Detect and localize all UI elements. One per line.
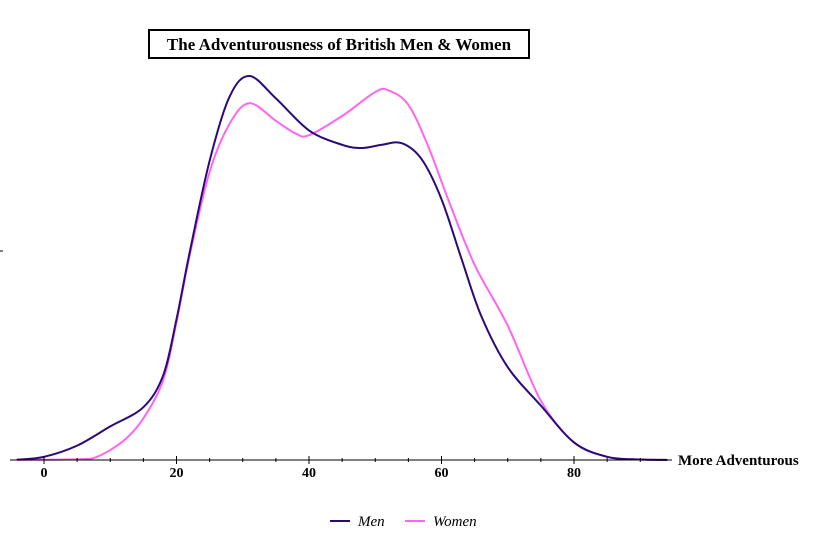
x-tick-label-40: 40 <box>302 466 316 481</box>
legend-women-label: Women <box>433 514 477 530</box>
series-layer <box>16 74 668 461</box>
chart-title-group: The Adventurousness of British Men & Wom… <box>148 29 530 59</box>
x-tick-label-20: 20 <box>170 466 184 481</box>
series-line-men <box>16 74 668 461</box>
x-tick-label-0: 0 <box>41 466 48 481</box>
series-line-women <box>16 87 668 461</box>
x-tick-label-60: 60 <box>435 466 449 481</box>
legend-men-label: Men <box>357 514 385 530</box>
chart-title: The Adventurousness of British Men & Wom… <box>167 35 512 54</box>
x-tick-label-80: 80 <box>567 466 581 481</box>
legend: Men Women <box>330 514 477 530</box>
chart-title-box <box>148 29 530 59</box>
x-axis-label: More Adventurous <box>678 453 799 469</box>
x-ticks: 0 20 40 60 80 <box>41 456 641 481</box>
